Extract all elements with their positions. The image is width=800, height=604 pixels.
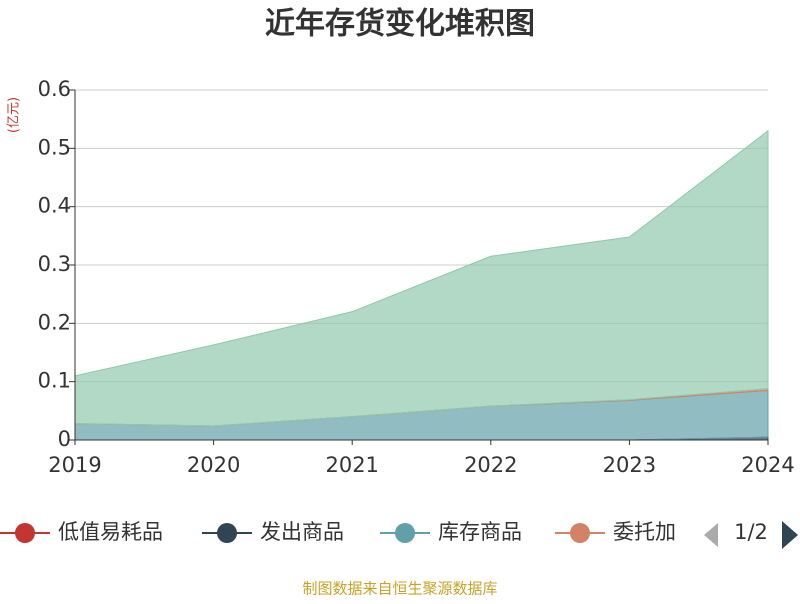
x-tick-label: 2020 — [187, 453, 240, 477]
legend-page: 1/2 — [734, 520, 768, 544]
x-tick-label: 2021 — [325, 453, 378, 477]
legend-marker — [15, 523, 35, 543]
y-tick-label: 0.5 — [38, 135, 71, 159]
y-tick-label: 0 — [58, 427, 71, 451]
y-tick-label: 0.6 — [38, 77, 71, 101]
legend-next[interactable] — [782, 521, 798, 549]
legend-label: 低值易耗品 — [58, 520, 163, 544]
legend-marker — [395, 523, 415, 543]
legend-label: 库存商品 — [438, 520, 522, 544]
legend-prev[interactable] — [704, 523, 718, 547]
x-tick-label: 2019 — [48, 453, 101, 477]
y-unit: (亿元) — [7, 97, 22, 133]
x-tick-label: 2023 — [603, 453, 656, 477]
x-tick-label: 2022 — [464, 453, 517, 477]
legend-marker — [217, 523, 237, 543]
chart-title: 近年存货变化堆积图 — [265, 7, 535, 42]
y-tick-label: 0.1 — [38, 369, 71, 393]
y-tick-label: 0.2 — [38, 310, 71, 334]
area — [74, 129, 769, 427]
legend-label: 发出商品 — [260, 520, 344, 544]
source-note: 制图数据来自恒生聚源数据库 — [302, 580, 497, 598]
x-tick-label: 2024 — [741, 453, 794, 477]
y-tick-label: 0.3 — [38, 252, 71, 276]
legend-label: 委托加 — [613, 520, 676, 544]
y-tick-label: 0.4 — [38, 194, 71, 218]
legend-marker — [570, 523, 590, 543]
